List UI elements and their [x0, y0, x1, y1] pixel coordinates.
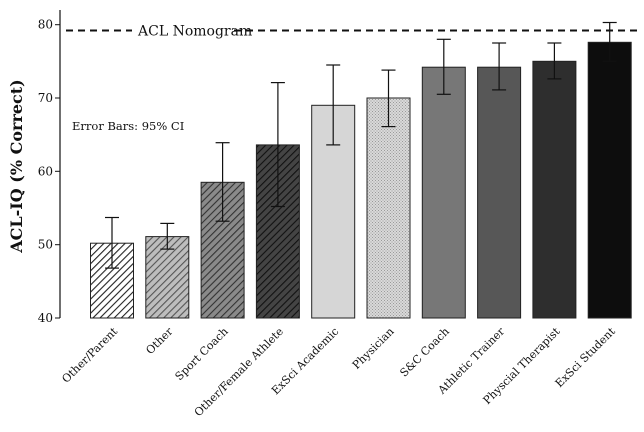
- reference-line-label: ACL Nomogram: [137, 24, 252, 40]
- bar-9: [587, 41, 632, 319]
- y-tick-label: 60: [38, 164, 53, 178]
- error-bar-1: [160, 222, 175, 250]
- reference-line-layer: ACL Nomogram: [66, 24, 640, 40]
- error-bars-layer: [105, 21, 617, 269]
- error-bar-5: [381, 69, 396, 128]
- error-bar-6: [436, 38, 451, 95]
- bar-5: [366, 97, 411, 319]
- error-bar-8: [547, 42, 562, 80]
- y-tick-label: 50: [38, 238, 53, 252]
- x-tick-label: Other/Female Athlete: [192, 325, 286, 419]
- error-bar-0: [105, 216, 119, 269]
- error-bar-9: [602, 21, 617, 62]
- error-bar-7: [492, 42, 507, 91]
- x-tick-label: S&C Coach: [397, 325, 452, 380]
- x-tick-label: Sport Coach: [173, 325, 231, 383]
- bar-1: [145, 236, 190, 319]
- bar-8: [532, 60, 577, 319]
- error-bars-note: Error Bars: 95% CI: [72, 119, 184, 133]
- error-bar-3: [270, 81, 285, 208]
- error-bar-4: [326, 64, 341, 146]
- y-tick-label: 70: [38, 91, 53, 105]
- y-tick-label: 80: [38, 18, 53, 32]
- bar-4: [311, 104, 356, 319]
- y-axis-label: ACL-IQ (% Correct): [7, 79, 26, 254]
- bars-layer: [90, 41, 632, 319]
- x-tick-label: Other: [143, 324, 176, 357]
- x-tick-label: Other/Parent: [59, 325, 120, 386]
- x-tick-label: Physician: [350, 325, 397, 372]
- bar-7: [477, 66, 522, 319]
- y-tick-label: 40: [38, 311, 53, 325]
- bar-6: [421, 66, 466, 319]
- error-bar-2: [215, 142, 230, 222]
- x-tick-label: ExSci Student: [553, 325, 618, 390]
